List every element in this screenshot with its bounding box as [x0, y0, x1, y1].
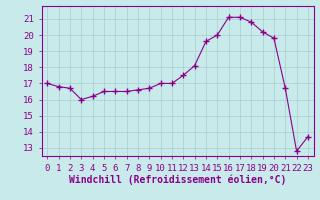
X-axis label: Windchill (Refroidissement éolien,°C): Windchill (Refroidissement éolien,°C) [69, 174, 286, 185]
